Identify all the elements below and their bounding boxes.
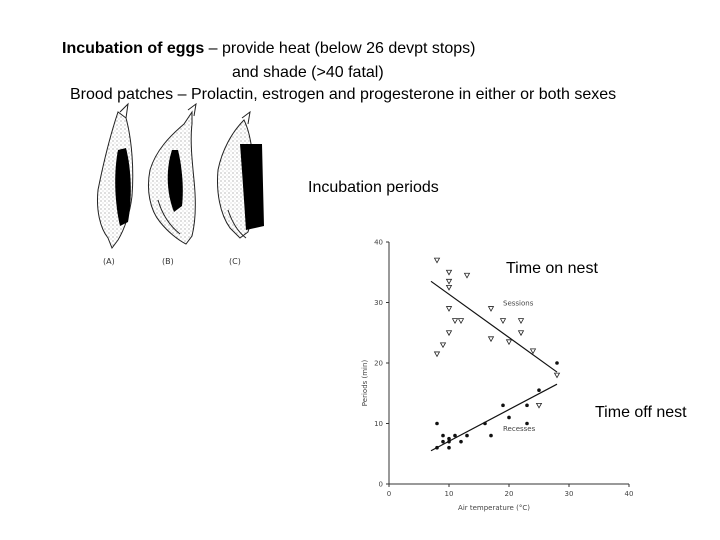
bird-caption-b: (B) xyxy=(162,257,174,266)
title-rest: – provide heat (below 26 devpt stops) xyxy=(204,40,476,57)
data-point xyxy=(435,421,439,426)
data-point xyxy=(487,306,495,312)
y-tick-label: 10 xyxy=(374,420,383,428)
y-tick-label: 30 xyxy=(374,299,383,307)
data-point xyxy=(465,433,469,438)
data-point xyxy=(447,439,451,444)
bird-figure-c xyxy=(217,110,264,239)
data-point xyxy=(447,436,451,441)
y-axis-label: Periods (min) xyxy=(361,360,369,407)
scatter-chart: 0 10 20 30 40 0 10 20 30 40 Sessions Recesses Air… xyxy=(361,239,633,513)
data-point xyxy=(433,257,441,264)
series-recesses xyxy=(430,361,559,452)
incubation-periods-label: Incubation periods xyxy=(308,179,439,196)
data-point xyxy=(517,318,525,324)
data-point xyxy=(499,318,507,324)
y-ticks: 0 10 20 30 40 xyxy=(374,239,389,489)
data-point xyxy=(433,351,441,358)
x-axis-label: Air temperature (°C) xyxy=(458,504,530,512)
data-point xyxy=(489,433,493,438)
data-point xyxy=(445,306,453,312)
data-point xyxy=(445,278,453,285)
data-point xyxy=(445,330,453,337)
x-ticks: 0 10 20 30 40 xyxy=(387,484,634,498)
series-annotation: Recesses xyxy=(503,425,536,433)
data-point xyxy=(441,439,445,444)
x-tick-label: 10 xyxy=(445,490,454,498)
data-point xyxy=(445,269,453,276)
data-point xyxy=(517,330,525,337)
trend-line xyxy=(430,383,558,452)
title-line-2: and shade (>40 fatal) xyxy=(232,64,384,81)
data-point xyxy=(451,318,459,324)
annotation-layer: Sessions Recesses xyxy=(503,300,536,433)
data-point xyxy=(463,272,471,279)
bird-caption-a: (A) xyxy=(103,257,115,266)
series-layer xyxy=(430,257,561,452)
data-point xyxy=(537,388,541,393)
data-point xyxy=(447,445,451,450)
series-annotation: Sessions xyxy=(503,300,534,308)
data-point xyxy=(453,433,457,438)
data-point xyxy=(529,348,537,355)
series-sessions xyxy=(430,257,561,409)
y-tick-label: 40 xyxy=(374,239,383,247)
y-tick-label: 20 xyxy=(374,360,383,368)
x-tick-label: 0 xyxy=(387,490,391,498)
x-tick-label: 20 xyxy=(505,490,514,498)
data-point xyxy=(555,361,559,365)
data-point xyxy=(459,439,463,444)
x-tick-label: 30 xyxy=(565,490,574,498)
data-point xyxy=(441,433,445,438)
time-off-nest-label: Time off nest xyxy=(595,404,687,421)
bird-figure-b xyxy=(147,102,197,245)
title-line-1: Incubation of eggs – provide heat (below… xyxy=(62,39,476,59)
title-line-3: Brood patches – Prolactin, estrogen and … xyxy=(70,86,617,103)
data-point xyxy=(505,339,513,346)
trend-line xyxy=(430,280,558,373)
x-tick-label: 40 xyxy=(625,490,634,498)
data-point xyxy=(507,415,511,420)
data-point xyxy=(535,402,543,409)
data-point xyxy=(501,403,505,408)
data-point xyxy=(553,372,561,379)
y-tick-label: 0 xyxy=(379,481,383,489)
data-point xyxy=(483,421,487,426)
title-bold: Incubation of eggs xyxy=(62,40,205,57)
time-on-nest-label: Time on nest xyxy=(506,260,598,277)
data-point xyxy=(525,421,529,426)
data-point xyxy=(445,284,453,291)
data-point xyxy=(439,342,447,349)
data-point xyxy=(525,403,529,408)
data-point xyxy=(457,318,465,324)
bird-caption-c: (C) xyxy=(229,257,241,266)
data-point xyxy=(435,445,439,450)
bird-figure-a xyxy=(97,102,134,250)
data-point xyxy=(487,336,495,343)
